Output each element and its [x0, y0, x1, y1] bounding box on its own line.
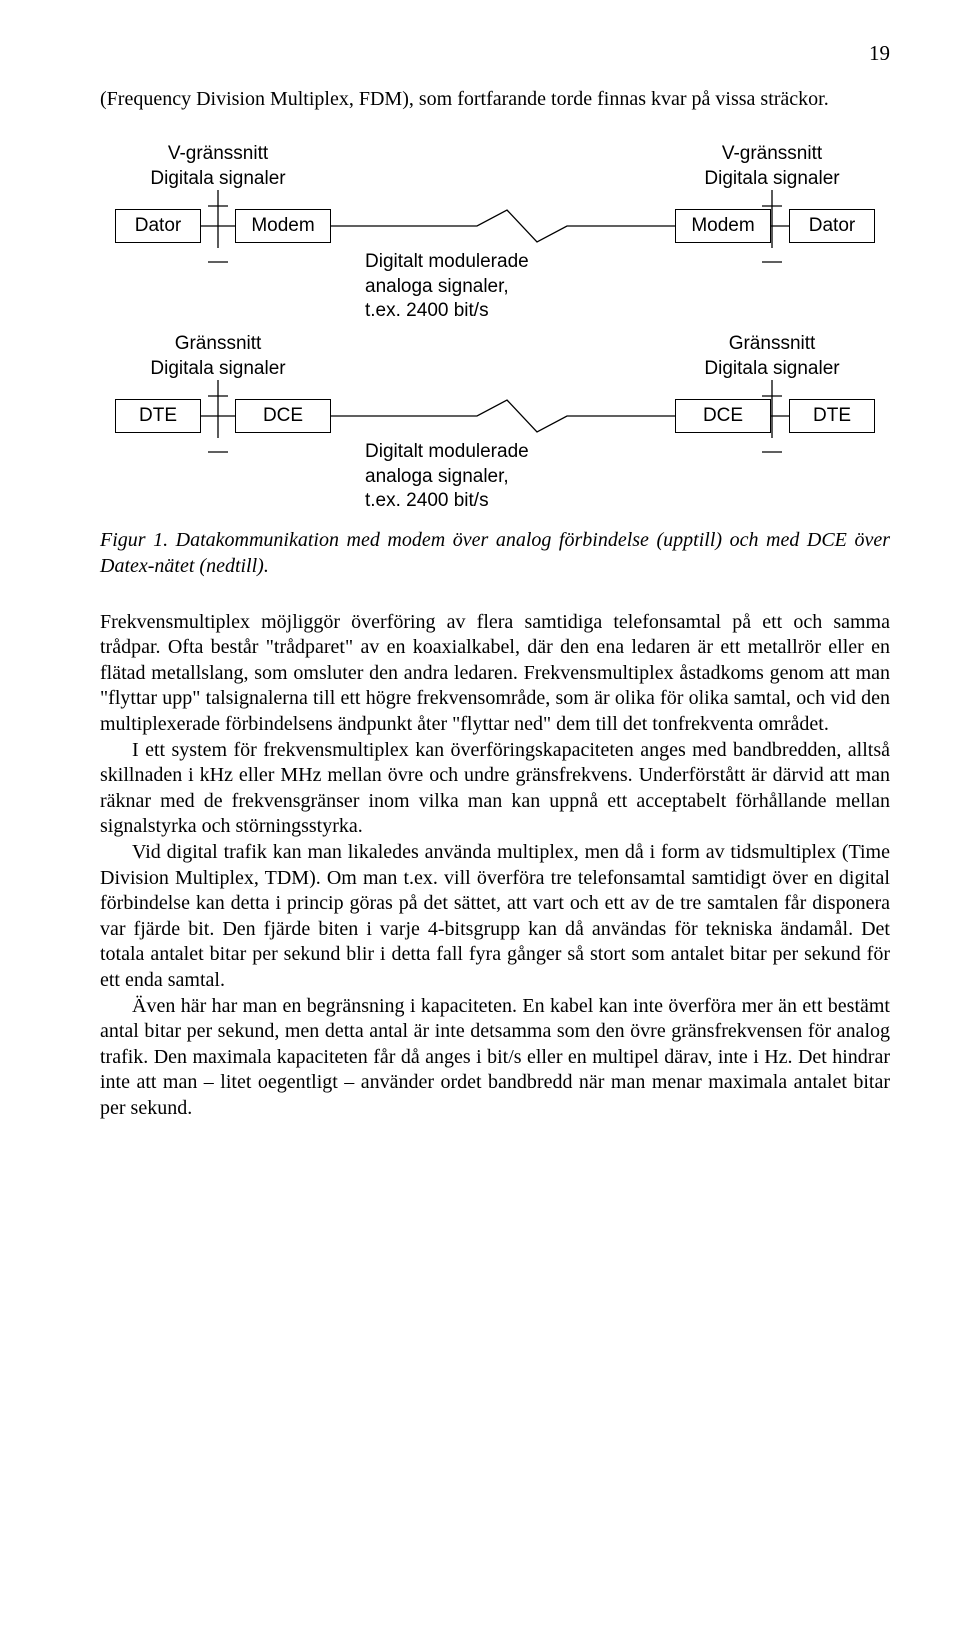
d1-box-dator-right: Dator	[789, 209, 875, 243]
d1-box-dator-left: Dator	[115, 209, 201, 243]
diagram-dce: Gränssnitt Digitala signaler Gränssnitt …	[115, 330, 875, 510]
d1-left-label: V-gränssnitt Digitala signaler	[123, 142, 313, 191]
intro-paragraph: (Frequency Division Multiplex, FDM), som…	[100, 87, 890, 113]
d2-box-dte-left: DTE	[115, 399, 201, 433]
d2-left-label: Gränssnitt Digitala signaler	[123, 332, 313, 381]
para-4: Även här har man en begränsning i kapaci…	[100, 994, 890, 1122]
figure-caption: Figur 1. Datakommunikation med modem öve…	[100, 528, 890, 579]
d2-box-dce-left: DCE	[235, 399, 331, 433]
d2-mid-label: Digitalt modulerade analoga signaler, t.…	[365, 440, 625, 513]
d1-box-modem-left: Modem	[235, 209, 331, 243]
d1-right-label: V-gränssnitt Digitala signaler	[677, 142, 867, 191]
diagram-modem: V-gränssnitt Digitala signaler V-gränssn…	[115, 140, 875, 320]
para-3: Vid digital trafik kan man likaledes anv…	[100, 840, 890, 994]
d2-box-dce-right: DCE	[675, 399, 771, 433]
d2-box-dte-right: DTE	[789, 399, 875, 433]
page-number: 19	[100, 40, 890, 67]
para-2: I ett system för frekvensmultiplex kan ö…	[100, 738, 890, 840]
d2-right-label: Gränssnitt Digitala signaler	[677, 332, 867, 381]
para-1: Frekvensmultiplex möjliggör överföring a…	[100, 610, 890, 738]
d1-mid-label: Digitalt modulerade analoga signaler, t.…	[365, 250, 625, 323]
d1-box-modem-right: Modem	[675, 209, 771, 243]
